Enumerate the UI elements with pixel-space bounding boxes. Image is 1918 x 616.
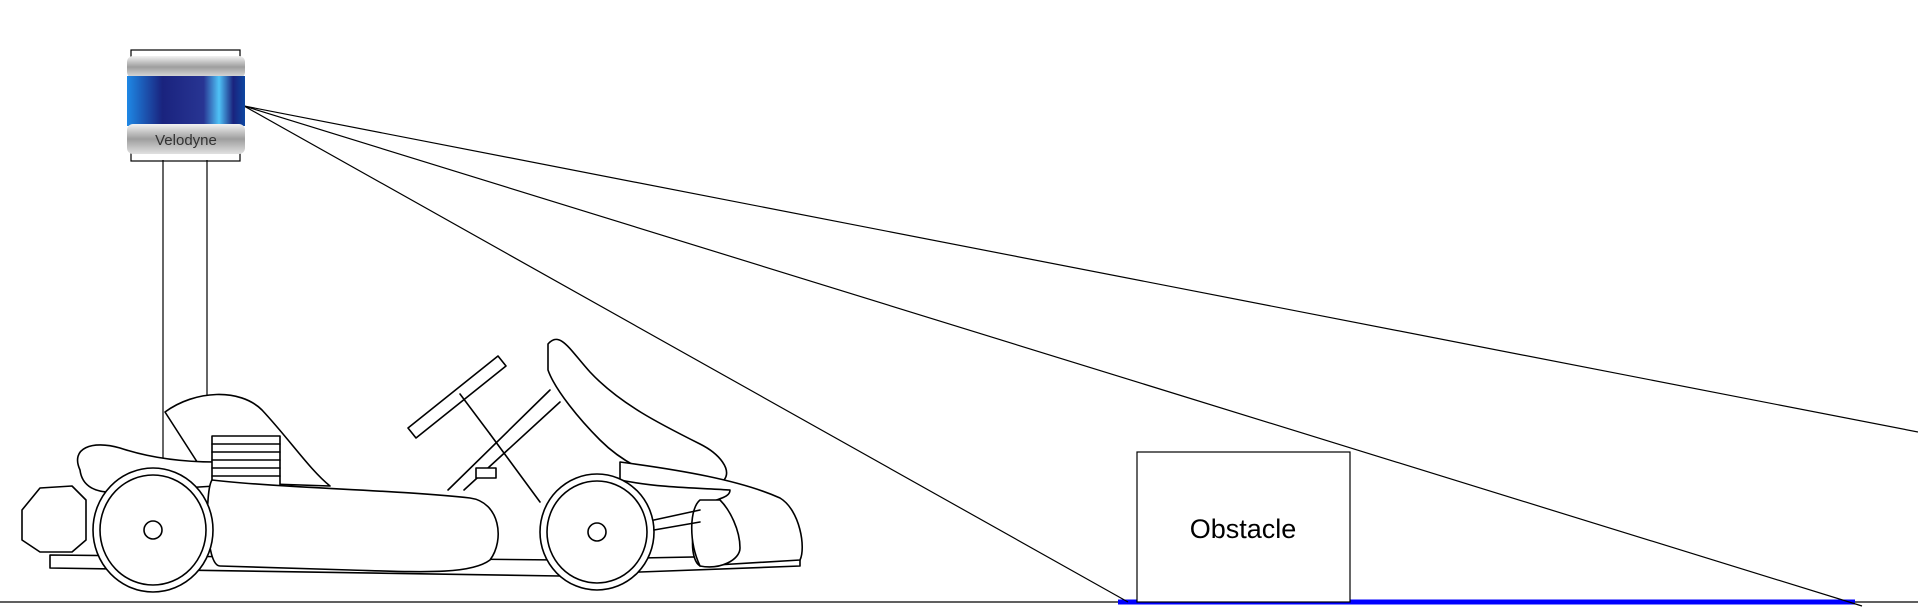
kart-steering-wheel — [407, 355, 507, 439]
kart-fuel-tank — [475, 467, 497, 479]
laser-beam-2 — [243, 105, 1863, 607]
go-kart-drawing — [21, 338, 803, 593]
kart-rear-bumper — [21, 485, 87, 553]
kart-rear-wheel — [92, 467, 214, 593]
lidar-sensor-icon: Velodyne — [127, 56, 245, 154]
laser-beam-3 — [243, 105, 1918, 433]
obstacle: Obstacle — [1136, 451, 1351, 603]
kart-engine — [211, 435, 281, 487]
obstacle-label: Obstacle — [1190, 514, 1297, 544]
laser-beam-1 — [243, 105, 1129, 603]
laser-beams — [243, 105, 1918, 607]
kart-side-pod — [206, 479, 499, 573]
kart-seat — [547, 338, 728, 485]
kart-front-bumper — [690, 499, 741, 568]
obstacle-box — [1136, 451, 1351, 603]
kart-front-wheel — [539, 473, 655, 591]
sensor-brand-label: Velodyne — [155, 132, 217, 149]
